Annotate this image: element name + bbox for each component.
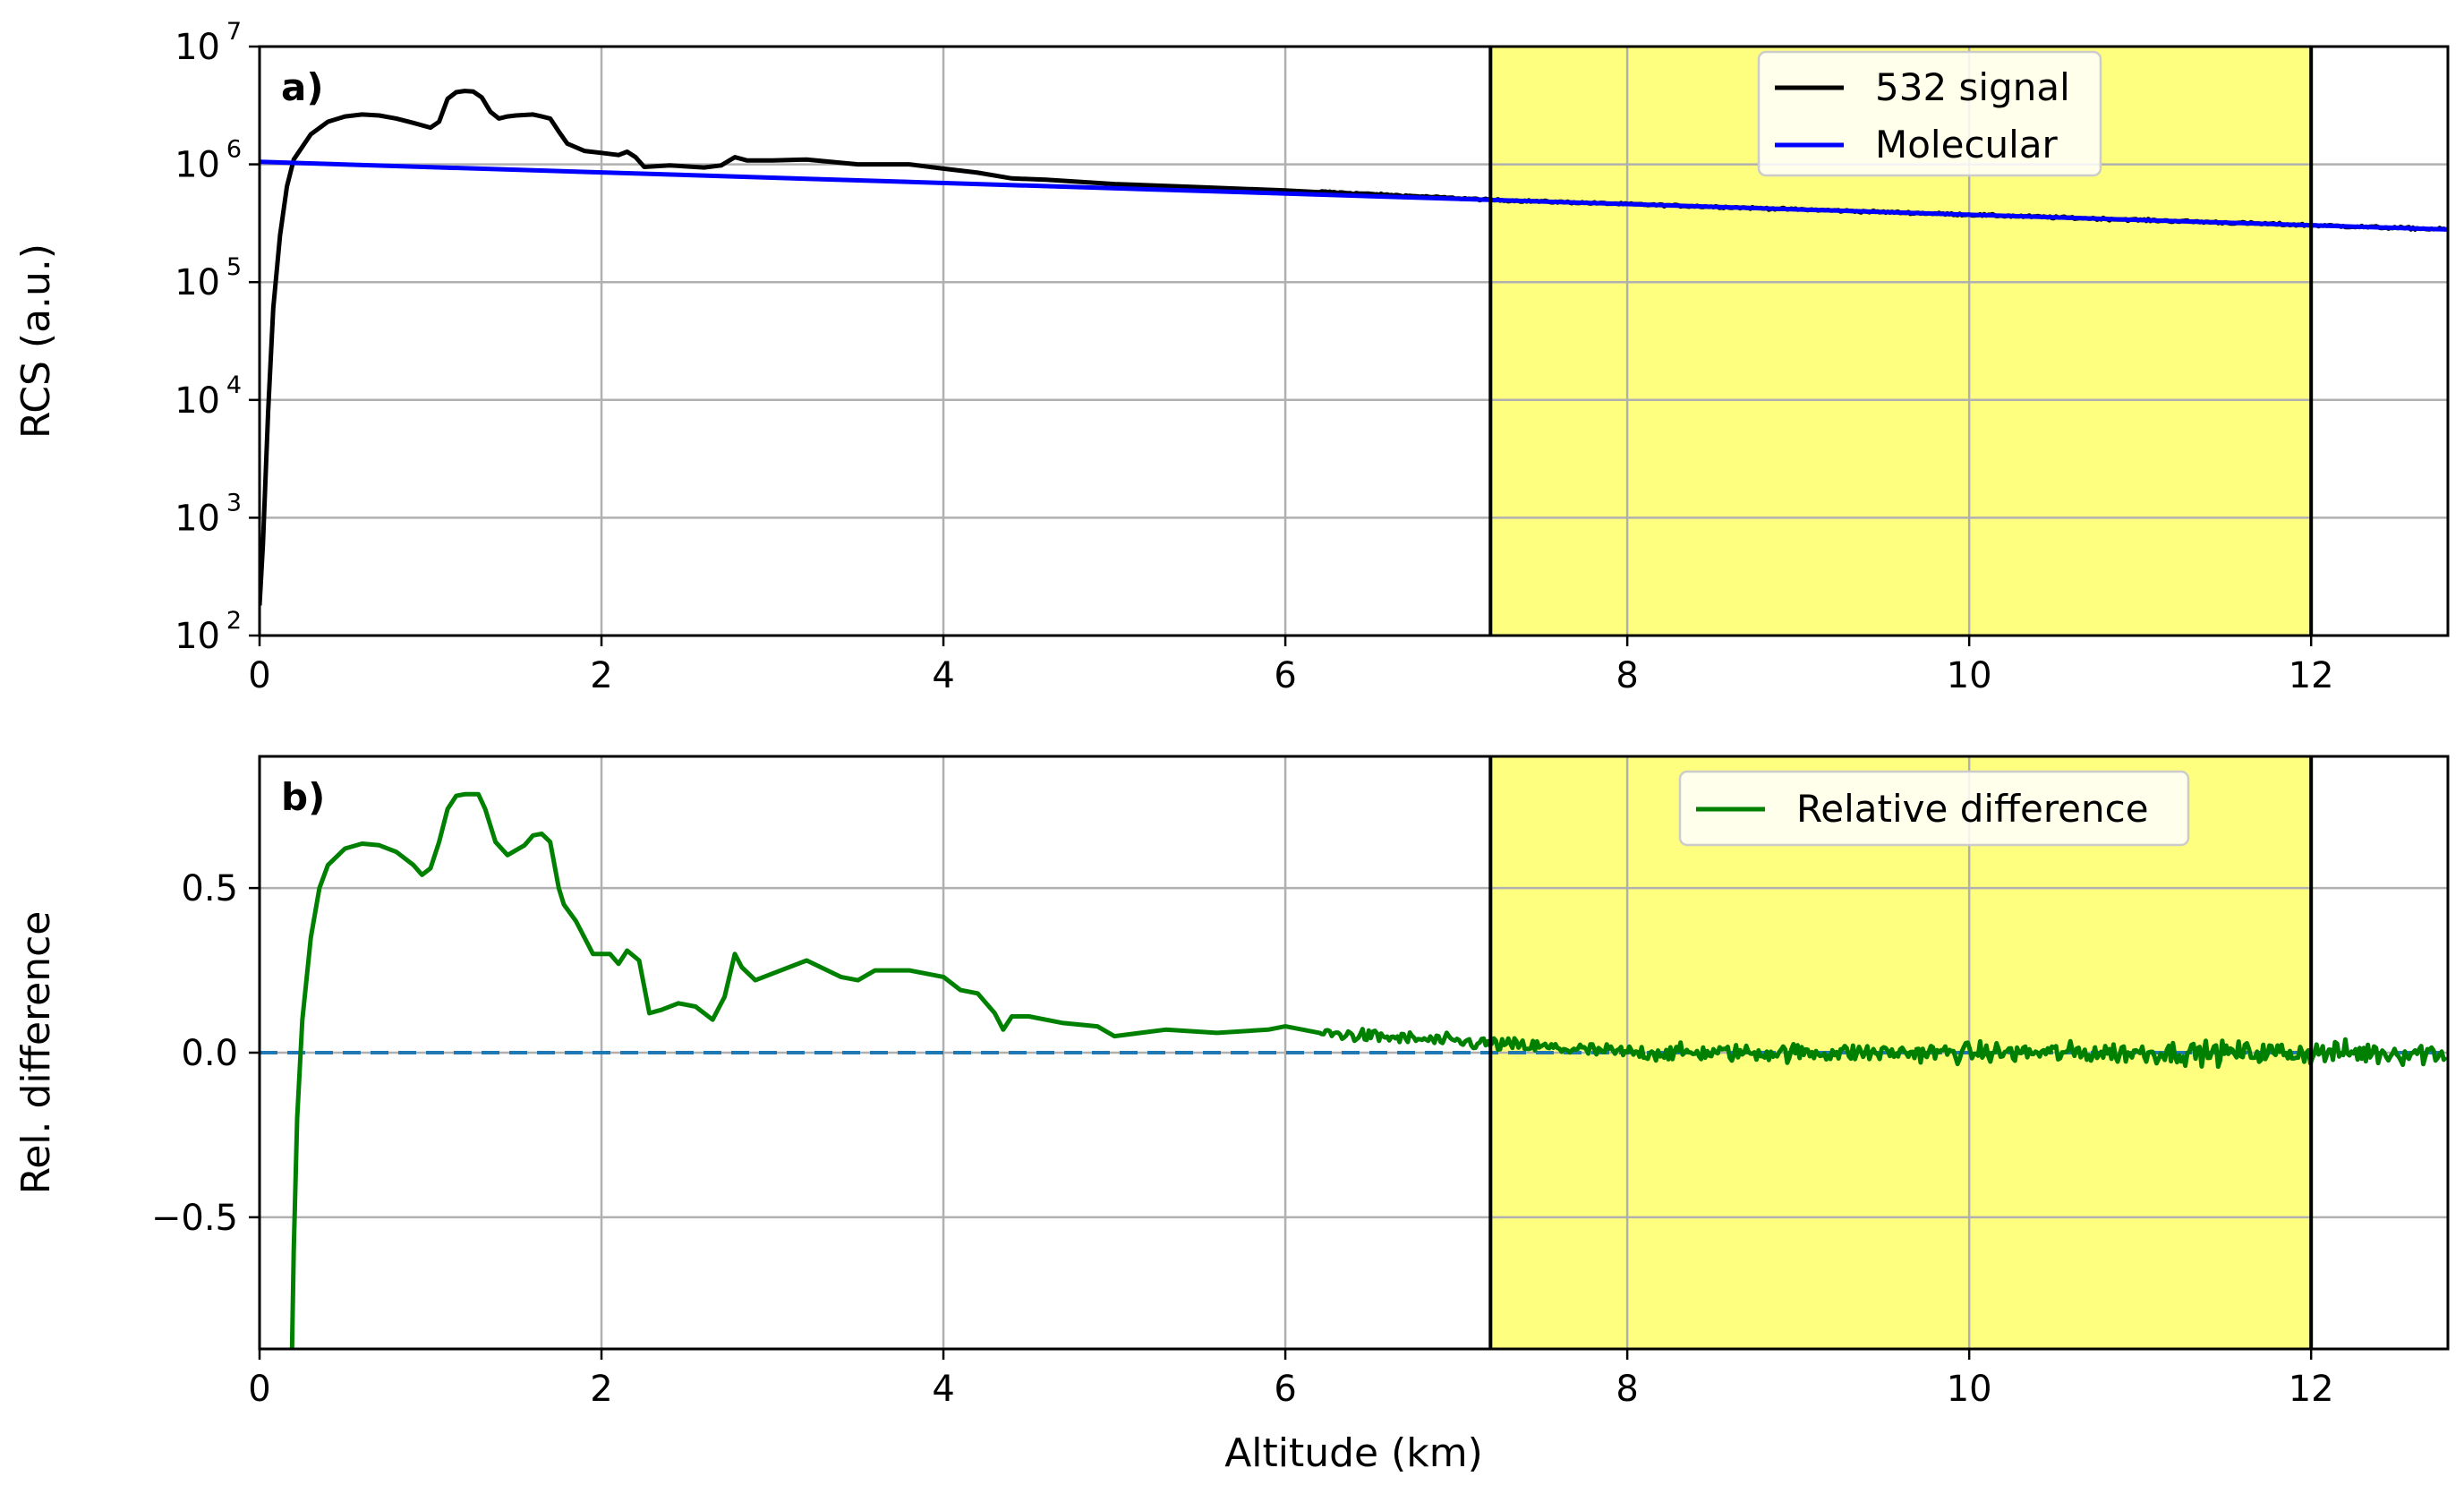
y-axis-title: RCS (a.u.): [13, 243, 59, 439]
y-tick-label: 0.5: [181, 868, 238, 909]
legend-box: [1757, 50, 2102, 177]
series-group: [260, 89, 2448, 606]
legend: 532 signal Molecular: [1757, 50, 2102, 177]
y-tick-label: 10: [175, 616, 220, 657]
legend-relative-difference-label: Relative difference: [1796, 787, 2149, 831]
x-tick-label: 8: [1616, 655, 1638, 696]
panel-label: b): [281, 775, 325, 819]
series-relative-difference-line: [289, 791, 2448, 1349]
y-tick-label: 10: [175, 498, 220, 539]
y-tick-label-exponent: 5: [226, 253, 242, 281]
y-tick-label-exponent: 7: [226, 18, 242, 46]
y-tick-label: 10: [175, 27, 220, 68]
y-tick-label-exponent: 4: [226, 371, 242, 399]
x-tick-label: 6: [1274, 1369, 1296, 1410]
x-tick-label: 2: [590, 1369, 612, 1410]
legend-box: [1678, 770, 2190, 847]
panel-label: a): [281, 65, 324, 109]
y-tick-label: 10: [175, 262, 220, 303]
y-tick-label-exponent: 2: [226, 607, 242, 635]
y-tick-label-exponent: 3: [226, 489, 242, 516]
x-tick-label: 0: [248, 1369, 270, 1410]
series-group: [289, 791, 2448, 1349]
plot-frame: [258, 45, 2450, 637]
x-tick-label: 10: [1947, 655, 1992, 696]
y-tick-label: 0.0: [181, 1033, 238, 1074]
legend: Relative difference: [1678, 770, 2190, 847]
legend-molecular-label: Molecular: [1875, 123, 2059, 166]
y-axis-title: Rel. difference: [13, 911, 59, 1195]
y-tick-label: 10: [175, 380, 220, 422]
x-tick-label: 6: [1274, 655, 1296, 696]
x-tick-label: 12: [2289, 655, 2334, 696]
panel-b-relative-difference-plot: 0 2 4 6 8 10 12 −0.5 0.0 0.5 b) Rel. difference Alti…: [13, 755, 2450, 1476]
x-tick-label: 10: [1947, 1369, 1992, 1410]
x-tick-label: 4: [932, 655, 954, 696]
y-tick-label: 10: [175, 145, 220, 186]
x-tick-label: 4: [932, 1369, 954, 1410]
x-tick-label: 0: [248, 655, 270, 696]
legend-532-signal-label: 532 signal: [1875, 65, 2070, 109]
x-tick-label: 12: [2289, 1369, 2334, 1410]
x-axis-title: Altitude (km): [1224, 1430, 1483, 1476]
series-molecular-line: [260, 159, 2448, 232]
y-tick-label-exponent: 6: [226, 136, 242, 164]
y-tick-label: −0.5: [151, 1198, 238, 1239]
x-tick-label: 2: [590, 655, 612, 696]
x-tick-label: 8: [1616, 1369, 1638, 1410]
